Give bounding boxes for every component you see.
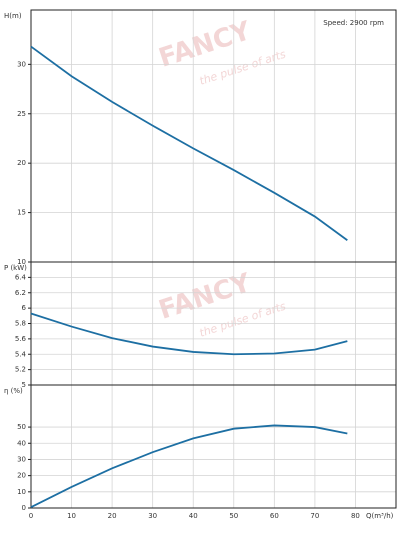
y-axis-label: η (%)	[4, 387, 23, 395]
y-tick-label: 6.2	[15, 289, 26, 297]
y-tick-label: 30	[17, 60, 26, 68]
plot-frame	[30, 384, 397, 509]
y-tick-label: 5.6	[15, 335, 27, 343]
x-tick-label: 20	[108, 512, 117, 520]
y-tick-label: 25	[17, 110, 26, 118]
y-tick-label: 0	[22, 504, 26, 512]
y-tick-label: 40	[17, 439, 26, 447]
y-tick-label: 5.8	[15, 320, 26, 328]
y-tick-label: 30	[17, 455, 26, 463]
y-tick-label: 10	[17, 488, 26, 496]
x-tick-label: 30	[148, 512, 157, 520]
y-tick-label: 5.2	[15, 366, 26, 374]
y-tick-label: 20	[17, 159, 26, 167]
curve	[30, 424, 348, 508]
curve	[30, 45, 348, 241]
y-tick-label: 6	[22, 304, 27, 312]
x-tick-label: 0	[29, 512, 33, 520]
annotation: Speed: 2900 rpm	[323, 19, 384, 27]
y-tick-label: 5	[22, 381, 26, 389]
x-tick-label: 50	[229, 512, 238, 520]
y-axis-label: H(m)	[4, 12, 22, 20]
y-tick-label: 20	[17, 472, 26, 480]
y-tick-label: 50	[17, 423, 26, 431]
curve	[30, 312, 348, 356]
x-tick-label: 70	[310, 512, 319, 520]
y-tick-label: 10	[17, 258, 26, 266]
x-tick-label: 60	[270, 512, 279, 520]
y-tick-label: 5.4	[15, 350, 27, 358]
x-axis-label: Q(m³/h)	[366, 512, 394, 520]
y-tick-label: 6.4	[15, 273, 27, 281]
x-tick-label: 80	[351, 512, 360, 520]
y-tick-label: 15	[17, 209, 26, 217]
x-tick-label: 10	[67, 512, 76, 520]
x-tick-label: 40	[189, 512, 198, 520]
y-axis-label: P (kW)	[4, 264, 27, 272]
